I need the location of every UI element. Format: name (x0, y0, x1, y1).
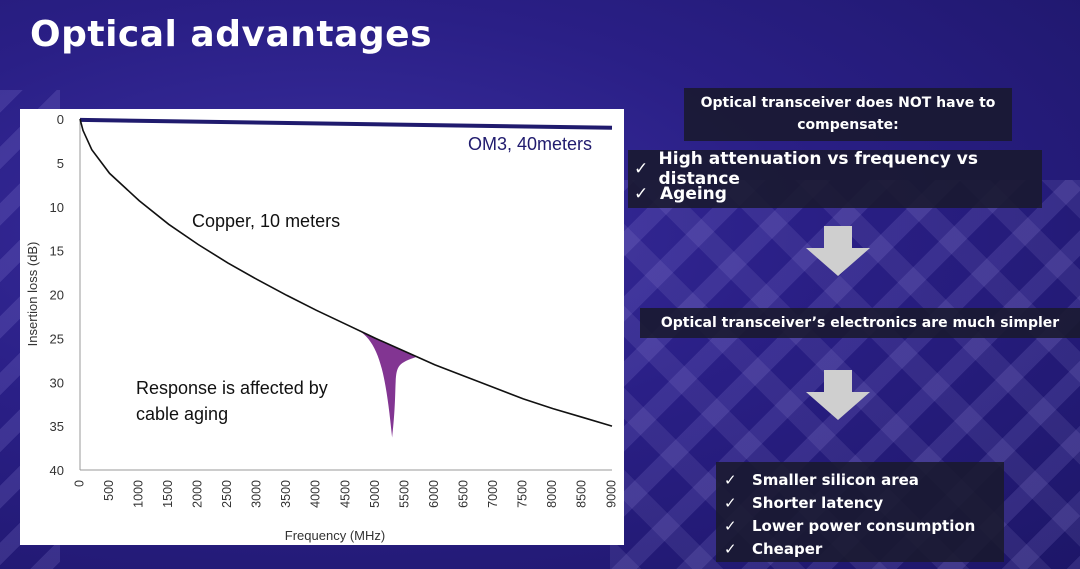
check-icon: ✓ (634, 158, 649, 179)
x-tick-label: 3000 (250, 480, 264, 508)
list-item-label: Ageing (660, 183, 727, 204)
list-item: ✓ Ageing (634, 181, 1042, 206)
y-tick-label: 35 (50, 419, 64, 434)
y-tick-label: 0 (57, 112, 64, 127)
no-compensation-box: Optical transceiver does NOT have to com… (684, 88, 1012, 141)
list-item-label: Shorter latency (752, 493, 884, 512)
copper-label: Copper, 10 meters (192, 211, 340, 231)
x-tick-label: 500 (102, 480, 116, 501)
copper-series-line (79, 118, 613, 427)
list-item-label: High attenuation vs frequency vs distanc… (658, 148, 978, 189)
aging-dip-region (346, 324, 417, 438)
list-item: ✓ Smaller silicon area (724, 468, 1004, 491)
x-tick-label: 6500 (457, 480, 471, 508)
check-icon: ✓ (724, 516, 737, 535)
x-axis-label: Frequency (MHz) (285, 528, 385, 543)
check-icon: ✓ (724, 470, 737, 489)
simpler-electronics-box: Optical transceiver’s electronics are mu… (640, 308, 1080, 338)
x-tick-label: 3500 (279, 480, 293, 508)
y-tick-label: 15 (50, 244, 64, 259)
y-axis-label: Insertion loss (dB) (25, 242, 40, 347)
check-icon: ✓ (724, 493, 737, 512)
list-item: ✓ Shorter latency (724, 491, 1004, 514)
insertion-loss-chart: 0 5 10 15 20 25 30 35 40 0 500 1000 1500 2000 2500 3000… (25, 112, 618, 543)
om3-label: OM3, 40meters (468, 134, 592, 154)
slide-title: Optical advantages (30, 14, 432, 55)
compensation-list: ✓ High attenuation vs frequency vs dista… (628, 149, 1042, 208)
list-item-label: Cheaper (752, 539, 823, 558)
x-tick-label: 8000 (545, 480, 559, 508)
list-item: ✓ Lower power consumption (724, 514, 1004, 537)
list-item-label: Lower power consumption (752, 516, 976, 535)
check-icon: ✓ (724, 539, 737, 558)
y-tick-label: 5 (57, 156, 64, 171)
list-item: ✓ Cheaper (724, 537, 1004, 560)
list-item-label: Smaller silicon area (752, 470, 919, 489)
check-icon: ✓ (634, 183, 649, 204)
x-tick-label: 1000 (131, 480, 145, 508)
y-tick-label: 25 (50, 331, 64, 346)
x-tick-label: 9000 (604, 480, 618, 508)
down-arrow-icon (806, 370, 870, 420)
om3-series-line (79, 117, 613, 130)
x-tick-label: 4000 (309, 480, 323, 508)
x-tick-label: 5500 (397, 480, 411, 508)
x-tick-label: 1500 (161, 480, 175, 508)
y-tick-label: 10 (50, 200, 64, 215)
y-tick-label: 30 (50, 375, 64, 390)
benefits-list: ✓ Smaller silicon area ✓ Shorter latency… (716, 462, 1004, 562)
y-tick-label: 20 (50, 288, 64, 303)
y-tick-label: 40 (50, 463, 64, 478)
aging-annotation-line-1: Response is affected by (136, 378, 328, 398)
x-tick-label: 8500 (575, 480, 589, 508)
x-tick-label: 2000 (191, 480, 205, 508)
x-tick-label: 7500 (516, 480, 530, 508)
x-tick-label: 0 (72, 480, 86, 487)
x-tick-label: 5000 (368, 480, 382, 508)
chart-panel: 0 5 10 15 20 25 30 35 40 0 500 1000 1500 2000 2500 3000… (20, 109, 624, 545)
no-compensation-line-1: Optical transceiver does NOT have to (700, 95, 996, 111)
aging-annotation-line-2: cable aging (136, 404, 228, 424)
x-tick-label: 7000 (486, 480, 500, 508)
down-arrow-icon (806, 226, 870, 276)
list-item: ✓ High attenuation vs frequency vs dista… (634, 149, 1042, 189)
x-tick-label: 6000 (427, 480, 441, 508)
x-tick-label: 2500 (220, 480, 234, 508)
x-tick-label: 4500 (338, 480, 352, 508)
no-compensation-line-2: compensate: (797, 117, 899, 133)
